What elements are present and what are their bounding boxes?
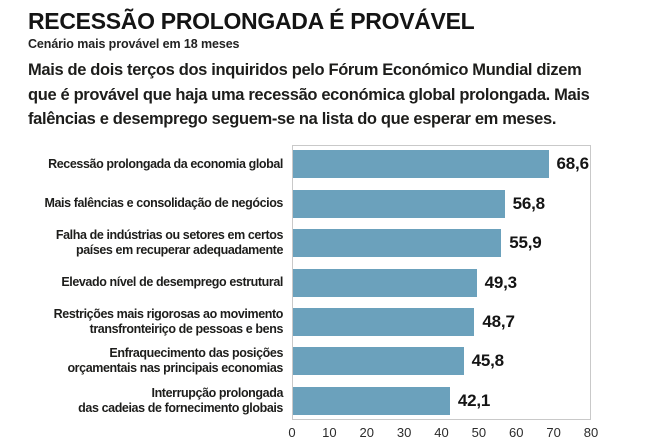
category-label: Restrições mais rigorosas ao movimento t… bbox=[53, 306, 284, 336]
x-axis-tick: 40 bbox=[434, 425, 449, 441]
category-label: Falha de indústrias ou setores em certos… bbox=[55, 228, 284, 258]
chart-row: Recessão prolongada da economia global 6… bbox=[28, 145, 591, 184]
bar-track: 48,7 bbox=[292, 302, 591, 341]
bar bbox=[293, 268, 477, 297]
value-label: 48,7 bbox=[482, 311, 515, 331]
chart-subtitle: Cenário mais provável em 18 meses bbox=[28, 37, 240, 51]
category-label: Enfraquecimento das posições orçamentais… bbox=[67, 346, 283, 376]
x-axis-tick: 0 bbox=[288, 425, 296, 441]
value-label: 49,3 bbox=[484, 272, 517, 292]
value-label: 68,6 bbox=[556, 154, 589, 174]
chart-row: Elevado nível de desemprego estrutural 4… bbox=[28, 263, 591, 302]
chart-row: Enfraquecimento das posições orçamentais… bbox=[28, 342, 591, 381]
bar bbox=[293, 307, 475, 336]
category-label: Elevado nível de desemprego estrutural bbox=[61, 275, 283, 290]
chart-title: RECESSÃO PROLONGADA É PROVÁVEL bbox=[28, 8, 475, 34]
x-axis-tick: 80 bbox=[583, 425, 599, 441]
value-label: 55,9 bbox=[509, 233, 542, 253]
chart-row: Interrupção prolongada das cadeias de fo… bbox=[28, 381, 591, 420]
value-label: 42,1 bbox=[457, 390, 491, 410]
x-axis: 0 10 20 30 40 50 60 70 80 bbox=[288, 420, 598, 444]
bar-track: 56,8 bbox=[292, 184, 591, 223]
bar bbox=[293, 229, 502, 258]
value-label: 56,8 bbox=[512, 193, 545, 213]
bar-chart: Recessão prolongada da economia global 6… bbox=[28, 144, 598, 445]
chart-rows: Recessão prolongada da economia global 6… bbox=[28, 144, 591, 421]
x-axis-tick: 50 bbox=[471, 425, 487, 441]
bar bbox=[293, 189, 505, 218]
bar bbox=[293, 386, 450, 415]
chart-row: Mais falências e consolidação de negócio… bbox=[28, 184, 591, 223]
value-label: 45,8 bbox=[471, 351, 504, 371]
bar-track: 49,3 bbox=[292, 263, 591, 302]
category-label: Mais falências e consolidação de negócio… bbox=[44, 196, 283, 211]
x-axis-tick: 70 bbox=[546, 425, 561, 441]
chart-row: Falha de indústrias ou setores em certos… bbox=[28, 224, 591, 263]
bar-track: 55,9 bbox=[292, 224, 591, 263]
category-label: Interrupção prolongada das cadeias de fo… bbox=[78, 385, 283, 415]
category-label: Recessão prolongada da economia global bbox=[48, 156, 283, 171]
chart-description: Mais de dois terços dos inquiridos pelo … bbox=[28, 61, 590, 129]
bar-track: 68,6 bbox=[292, 145, 591, 184]
bar-track: 42,1 bbox=[292, 381, 591, 420]
x-axis-tick: 60 bbox=[509, 425, 524, 441]
x-axis-tick: 10 bbox=[322, 425, 337, 441]
x-axis-tick: 20 bbox=[359, 425, 374, 441]
x-axis-tick: 30 bbox=[396, 425, 412, 441]
bar-track: 45,8 bbox=[292, 342, 591, 381]
bar bbox=[293, 150, 549, 179]
bar bbox=[293, 347, 464, 376]
chart-row: Restrições mais rigorosas ao movimento t… bbox=[28, 302, 591, 341]
